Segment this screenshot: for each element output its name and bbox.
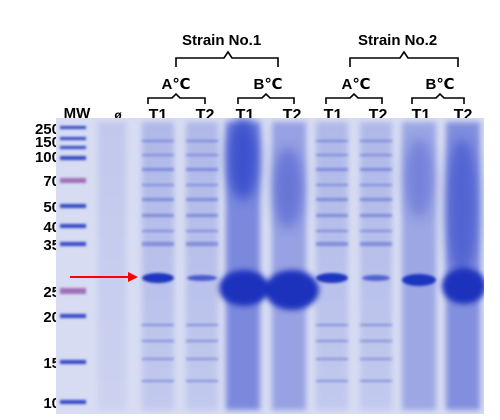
strain-1-temp-b-label: B℃ xyxy=(253,76,283,93)
mw-label-20: 20 xyxy=(43,309,60,326)
band-s2-b-t1 xyxy=(402,274,436,286)
strain-2-bracket xyxy=(349,50,459,67)
band-s1-b-t2 xyxy=(265,270,319,310)
band-s1-b-t1 xyxy=(219,270,269,306)
band-s1-a-t1 xyxy=(142,273,174,283)
overloaded-bands xyxy=(219,268,484,310)
strain-2-temp-a-label: A℃ xyxy=(341,76,371,93)
lane-label-empty: ø xyxy=(114,108,122,122)
mw-label-250: 250 xyxy=(34,121,60,138)
mw-label-35: 35 xyxy=(43,237,60,254)
band-s2-a-t1 xyxy=(316,273,348,283)
heavy-smears xyxy=(227,118,478,278)
strain-1-temp-a-label: A℃ xyxy=(161,76,191,93)
mw-label-50: 50 xyxy=(43,199,60,216)
gel-image xyxy=(56,118,484,414)
band-s2-a-t2 xyxy=(362,275,390,281)
lane-label-mw: MW xyxy=(63,105,91,122)
faint-bands xyxy=(142,140,392,382)
target-bands xyxy=(142,273,436,286)
strain-1-label: Strain No.1 xyxy=(182,32,262,49)
strain-2-temp-a-bracket xyxy=(325,92,383,104)
mw-label-15: 15 xyxy=(43,355,60,372)
mw-ladder xyxy=(60,126,86,404)
mw-label-10: 10 xyxy=(43,395,60,412)
mw-label-100: 100 xyxy=(34,149,60,166)
band-s1-a-t2 xyxy=(187,275,217,281)
strain-2-label: Strain No.2 xyxy=(358,32,438,49)
strain-2-temp-b-label: B℃ xyxy=(425,76,455,93)
band-s2-b-t2 xyxy=(442,268,484,304)
strain-1-temp-a-bracket xyxy=(147,92,206,104)
mw-label-150: 150 xyxy=(34,134,60,151)
lane-smears xyxy=(98,122,480,410)
group-brackets xyxy=(147,50,465,104)
mw-label-70: 70 xyxy=(43,173,60,190)
strain-1-temp-b-bracket xyxy=(237,92,295,104)
strain-1-bracket xyxy=(175,50,279,67)
strain-2-temp-b-bracket xyxy=(411,92,465,104)
red-arrow-icon xyxy=(70,272,138,282)
mw-label-40: 40 xyxy=(43,219,60,236)
mw-label-25: 25 xyxy=(43,284,60,301)
